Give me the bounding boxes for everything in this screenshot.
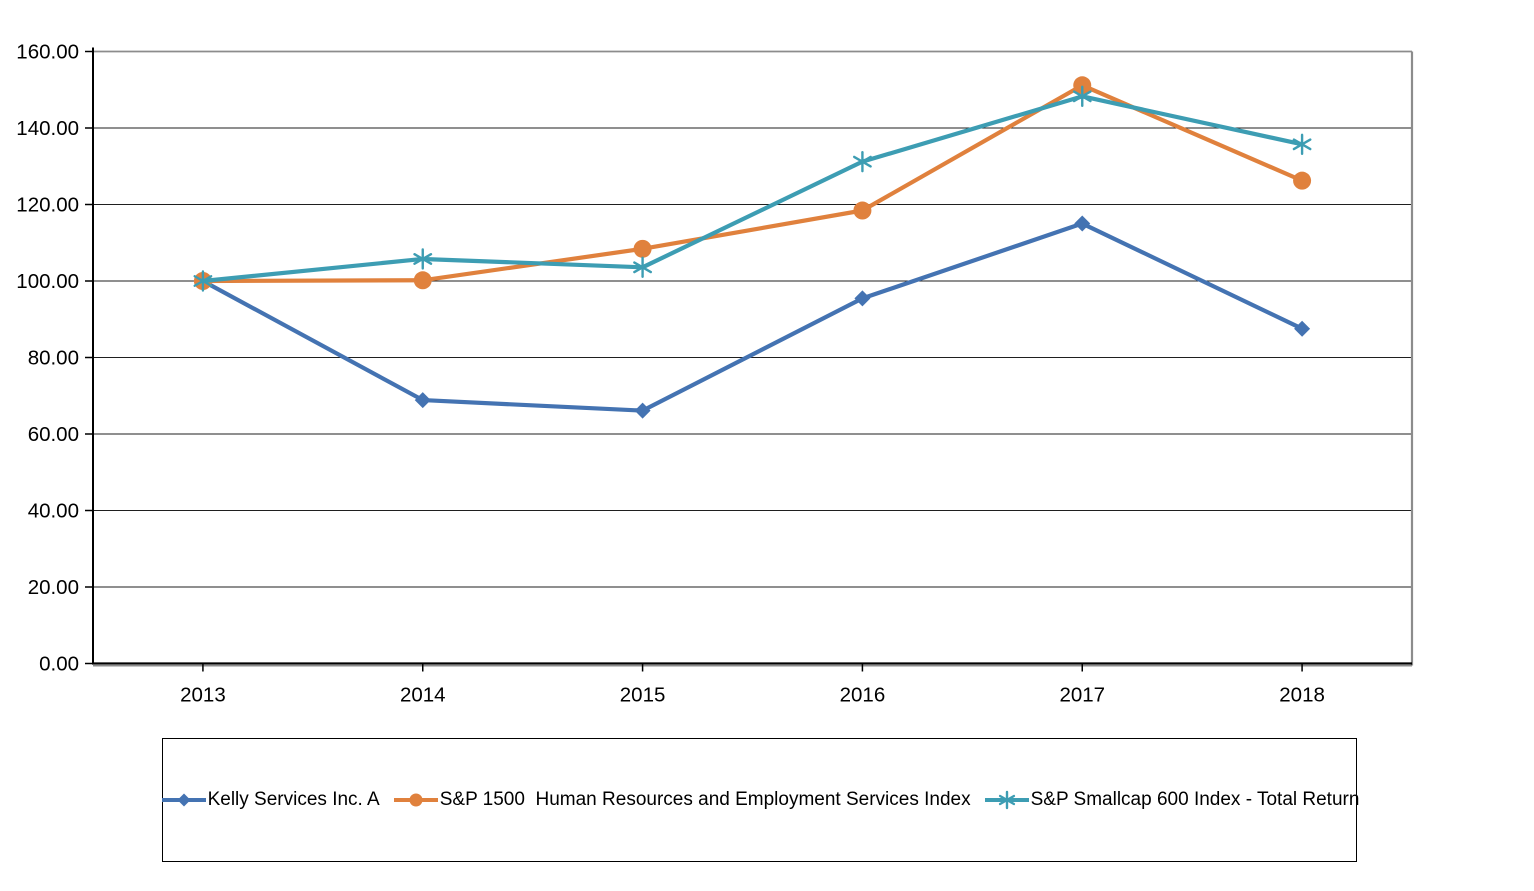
diamond-marker bbox=[854, 290, 871, 307]
legend-item-sp-smallcap-600: S&P Smallcap 600 Index - Total Return bbox=[983, 789, 1360, 810]
diamond-marker bbox=[1294, 320, 1311, 337]
circle-marker bbox=[409, 793, 423, 807]
legend-sample-svg bbox=[161, 793, 206, 807]
legend-label-kelly-services: Kelly Services Inc. A bbox=[207, 789, 380, 810]
y-axis-label: 40.00 bbox=[28, 500, 79, 523]
diamond-marker bbox=[177, 793, 191, 807]
y-axis-label: 160.00 bbox=[16, 41, 79, 64]
y-axis-label: 20.00 bbox=[28, 576, 79, 599]
diamond-marker bbox=[414, 392, 431, 409]
chart-legend: Kelly Services Inc. A S&P 1500 Human Res… bbox=[160, 738, 1360, 862]
series-circle bbox=[193, 76, 1312, 290]
circle-marker bbox=[633, 239, 652, 258]
circle-marker bbox=[413, 271, 432, 290]
chart-plot-area: 0.00 20.00 40.00 60.00 80.00 100.00 120.00 140.… bbox=[16, 41, 1414, 707]
x-axis-label: 2018 bbox=[1279, 684, 1325, 707]
legend-sample-svg bbox=[984, 790, 1029, 810]
legend-label-sp-smallcap-600: S&P Smallcap 600 Index - Total Return bbox=[1030, 789, 1360, 810]
circle-marker bbox=[1073, 76, 1092, 95]
series-line bbox=[200, 83, 1305, 284]
asterisk-marker bbox=[998, 794, 1015, 806]
legend-item-sp1500-hr-index: S&P 1500 Human Resources and Employment … bbox=[392, 790, 971, 810]
y-axis-label: 80.00 bbox=[28, 347, 79, 370]
circle-marker bbox=[1293, 171, 1312, 190]
asterisk-marker bbox=[1072, 90, 1092, 103]
y-axis-label: 120.00 bbox=[16, 194, 79, 217]
y-axis-label: 0.00 bbox=[39, 653, 79, 676]
series-line bbox=[200, 94, 1305, 284]
x-axis-label: 2017 bbox=[1059, 684, 1105, 707]
circle-marker bbox=[853, 201, 872, 220]
asterisk-marker bbox=[633, 261, 653, 274]
diamond-marker bbox=[634, 402, 651, 419]
legend-sample-svg bbox=[393, 793, 438, 807]
line-asterisk-marker-sample bbox=[983, 790, 1031, 810]
legend-label-sp1500-hr-index: S&P 1500 Human Resources and Employment … bbox=[439, 789, 971, 810]
x-axis-label: 2015 bbox=[620, 684, 666, 707]
diamond-marker bbox=[1074, 215, 1091, 232]
legend-item-kelly-services: Kelly Services Inc. A bbox=[160, 790, 380, 810]
series-diamond bbox=[194, 215, 1311, 419]
series-line bbox=[200, 221, 1305, 413]
asterisk-marker bbox=[1292, 138, 1312, 151]
line-circle-marker-sample bbox=[392, 790, 440, 810]
y-axis-label: 100.00 bbox=[16, 270, 79, 293]
asterisk-marker bbox=[852, 155, 872, 168]
series-asterisk bbox=[193, 85, 1312, 292]
asterisk-marker bbox=[413, 253, 433, 265]
asterisk-marker bbox=[193, 275, 213, 287]
line-diamond-marker-sample bbox=[160, 790, 208, 810]
y-axis-label: 140.00 bbox=[16, 117, 79, 140]
y-axis-label: 60.00 bbox=[28, 423, 79, 446]
x-axis-label: 2016 bbox=[840, 684, 886, 707]
x-axis-label: 2014 bbox=[400, 684, 446, 707]
x-axis-label: 2013 bbox=[180, 684, 226, 707]
